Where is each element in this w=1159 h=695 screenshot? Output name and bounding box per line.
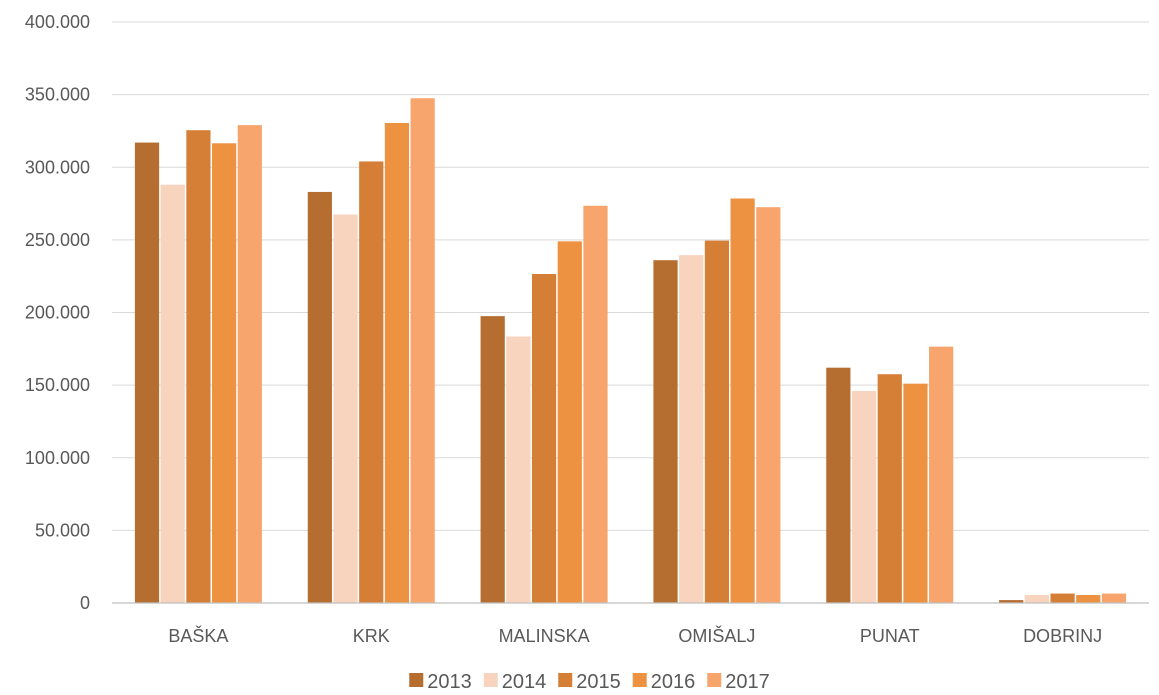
bar-2015-0 bbox=[186, 130, 211, 603]
bar-2017-0 bbox=[237, 125, 262, 603]
gridlines bbox=[112, 21, 1149, 531]
bar-2015-4 bbox=[877, 374, 902, 603]
bar-2013-3 bbox=[653, 260, 678, 603]
bar-2015-5 bbox=[1050, 593, 1075, 603]
y-tick-label: 150.000 bbox=[25, 375, 90, 395]
y-axis-tick-labels: 0 50.000 100.000 150.000 200.000 250.000 300.0… bbox=[25, 12, 90, 613]
legend-swatch bbox=[632, 673, 647, 687]
bar-2017-4 bbox=[929, 346, 954, 603]
legend-label: 2015 bbox=[576, 671, 621, 693]
bar-2017-5 bbox=[1101, 593, 1127, 603]
bar-2013-4 bbox=[826, 367, 851, 603]
bar-2014-3 bbox=[679, 255, 704, 603]
bar-2017-3 bbox=[756, 207, 781, 603]
bar-2013-0 bbox=[134, 142, 160, 603]
x-category-label: OMIŠALJ bbox=[678, 625, 755, 646]
y-tick-label: 0 bbox=[80, 593, 90, 613]
bar-2016-1 bbox=[384, 122, 410, 603]
bar-2015-1 bbox=[359, 161, 384, 603]
bar-2013-5 bbox=[999, 600, 1024, 603]
legend-label: 2017 bbox=[725, 671, 770, 693]
x-category-label: KRK bbox=[353, 626, 390, 646]
legend-swatch bbox=[409, 673, 424, 687]
y-tick-label: 50.000 bbox=[35, 520, 90, 540]
y-tick-label: 400.000 bbox=[25, 12, 90, 32]
bar-2013-1 bbox=[307, 191, 332, 603]
legend-label: 2013 bbox=[427, 671, 472, 693]
legend: 2013 2014 2015 2016 2017 bbox=[409, 671, 770, 693]
bars bbox=[134, 98, 1127, 604]
x-category-label: MALINSKA bbox=[499, 626, 590, 646]
bar-2014-0 bbox=[160, 184, 185, 603]
bar-2016-0 bbox=[212, 143, 237, 603]
bar-2014-2 bbox=[506, 336, 531, 603]
legend-item-2017: 2017 bbox=[707, 671, 770, 693]
bar-2017-1 bbox=[410, 98, 435, 603]
bar-2016-5 bbox=[1076, 595, 1101, 603]
bar-2014-1 bbox=[333, 214, 358, 603]
legend-item-2014: 2014 bbox=[483, 671, 547, 693]
y-tick-label: 200.000 bbox=[25, 303, 90, 323]
bar-2016-2 bbox=[557, 241, 582, 603]
bar-2016-3 bbox=[730, 198, 755, 604]
x-category-label: DOBRINJ bbox=[1023, 626, 1102, 646]
bar-2015-2 bbox=[531, 274, 557, 603]
y-tick-label: 100.000 bbox=[25, 448, 90, 468]
y-tick-label: 350.000 bbox=[25, 85, 90, 105]
legend-item-2013: 2013 bbox=[409, 671, 472, 693]
legend-item-2016: 2016 bbox=[632, 671, 696, 693]
bar-2014-4 bbox=[851, 390, 877, 603]
legend-swatch bbox=[483, 673, 498, 687]
bar-2016-4 bbox=[903, 383, 928, 603]
bar-2013-2 bbox=[480, 316, 505, 603]
legend-swatch bbox=[558, 673, 573, 687]
legend-swatch bbox=[707, 673, 722, 687]
legend-label: 2014 bbox=[502, 671, 547, 693]
bar-2017-2 bbox=[583, 205, 608, 604]
x-category-label: BAŠKA bbox=[168, 625, 228, 646]
legend-label: 2016 bbox=[651, 671, 696, 693]
legend-item-2015: 2015 bbox=[558, 671, 621, 693]
bar-2015-3 bbox=[704, 240, 730, 603]
y-tick-label: 250.000 bbox=[25, 230, 90, 250]
bar-2014-5 bbox=[1024, 595, 1049, 603]
x-category-label: PUNAT bbox=[860, 626, 920, 646]
x-axis-category-labels: BAŠKA KRK MALINSKA OMIŠALJ PUNAT DOBRINJ bbox=[168, 625, 1102, 646]
y-tick-label: 300.000 bbox=[25, 157, 90, 177]
